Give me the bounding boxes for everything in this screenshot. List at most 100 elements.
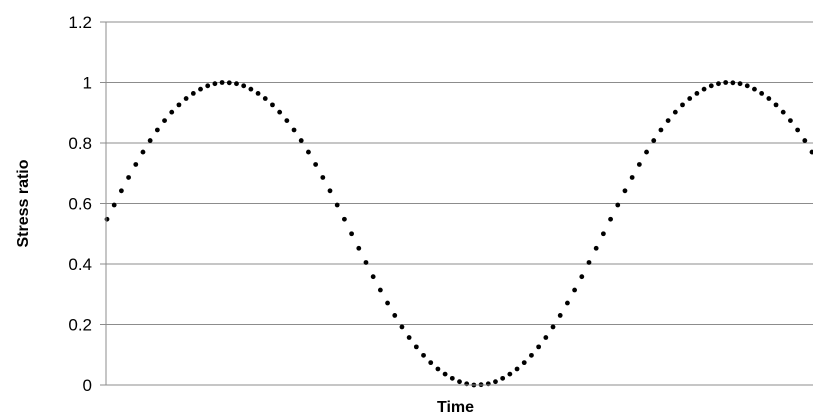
data-point	[226, 80, 232, 86]
data-point	[493, 379, 498, 385]
data-point	[802, 138, 808, 143]
data-point	[680, 102, 685, 108]
data-point	[550, 324, 556, 330]
data-point	[752, 86, 757, 92]
data-point	[298, 138, 304, 143]
data-point	[651, 138, 657, 143]
data-point	[370, 274, 376, 280]
data-point	[644, 149, 649, 155]
data-point	[190, 90, 196, 96]
data-point	[608, 216, 613, 222]
data-point	[176, 102, 182, 108]
data-point	[421, 352, 426, 358]
data-point	[262, 96, 268, 101]
data-point	[658, 127, 664, 133]
y-tick-label: 0.4	[68, 255, 92, 274]
data-point	[104, 216, 110, 222]
data-point	[241, 83, 247, 89]
data-point	[795, 127, 801, 133]
data-point	[449, 375, 455, 381]
data-point	[270, 102, 275, 108]
data-point	[154, 127, 160, 133]
data-point	[701, 86, 707, 92]
data-point	[572, 287, 577, 293]
data-point	[687, 96, 693, 101]
data-point	[629, 175, 635, 180]
data-point	[248, 86, 254, 92]
y-tick-label: 1.2	[68, 13, 92, 32]
gridlines	[100, 21, 813, 386]
data-point	[277, 109, 283, 115]
data-point	[334, 202, 340, 208]
data-point	[140, 149, 146, 155]
data-point	[730, 80, 736, 86]
data-point	[457, 379, 462, 385]
data-point	[406, 335, 412, 340]
y-tick-label: 0.6	[68, 195, 92, 214]
data-point	[521, 360, 527, 366]
x-axis-title: Time	[437, 399, 474, 416]
data-point	[255, 90, 261, 96]
data-point	[773, 102, 779, 108]
data-point	[183, 96, 189, 101]
y-axis-title: Stress ratio	[15, 159, 32, 247]
data-point	[593, 245, 599, 251]
y-tick-label: 0	[83, 376, 92, 395]
data-point	[169, 109, 175, 115]
data-point	[284, 118, 290, 124]
data-point	[392, 313, 398, 318]
data-point	[306, 149, 311, 155]
data-point	[529, 352, 534, 358]
data-point	[385, 300, 390, 306]
data-point	[133, 162, 139, 167]
data-point	[708, 83, 714, 89]
data-point	[291, 127, 297, 133]
data-point	[399, 324, 405, 330]
data-point	[737, 81, 743, 87]
data-points	[104, 80, 813, 388]
data-point	[536, 344, 542, 350]
data-point	[694, 90, 700, 96]
data-point	[162, 118, 167, 124]
data-point	[413, 344, 419, 350]
data-point	[126, 175, 131, 180]
data-point	[212, 81, 218, 87]
data-point	[622, 188, 628, 194]
data-point	[500, 375, 506, 381]
data-point	[219, 80, 225, 85]
data-point	[615, 202, 621, 208]
y-tick-label: 0.2	[68, 316, 92, 335]
data-point	[780, 109, 786, 115]
data-point	[377, 287, 383, 293]
data-point	[579, 274, 585, 280]
data-point	[205, 83, 211, 89]
data-point	[744, 83, 750, 89]
data-point	[507, 371, 513, 377]
data-point	[442, 371, 448, 377]
data-point	[118, 188, 124, 194]
data-point	[320, 175, 326, 180]
data-point	[543, 335, 549, 340]
data-point	[327, 188, 333, 194]
data-point	[147, 138, 153, 143]
data-point	[665, 118, 671, 124]
data-point	[565, 300, 570, 306]
data-point	[356, 245, 362, 251]
data-point	[716, 81, 721, 87]
data-point	[514, 366, 520, 372]
data-point	[759, 90, 765, 96]
data-point	[636, 162, 642, 167]
data-point	[435, 366, 441, 372]
y-tick-label: 0.8	[68, 134, 92, 153]
data-point	[349, 231, 354, 237]
data-point	[428, 360, 434, 366]
data-point	[342, 216, 347, 222]
data-point	[600, 231, 606, 237]
data-point	[766, 96, 772, 101]
data-point	[111, 202, 117, 208]
y-tick-labels: 0 0.2 0.4 0.6 0.8 1 1.2	[68, 13, 92, 395]
data-point	[672, 109, 678, 115]
data-point	[788, 118, 793, 124]
data-point	[363, 260, 369, 265]
